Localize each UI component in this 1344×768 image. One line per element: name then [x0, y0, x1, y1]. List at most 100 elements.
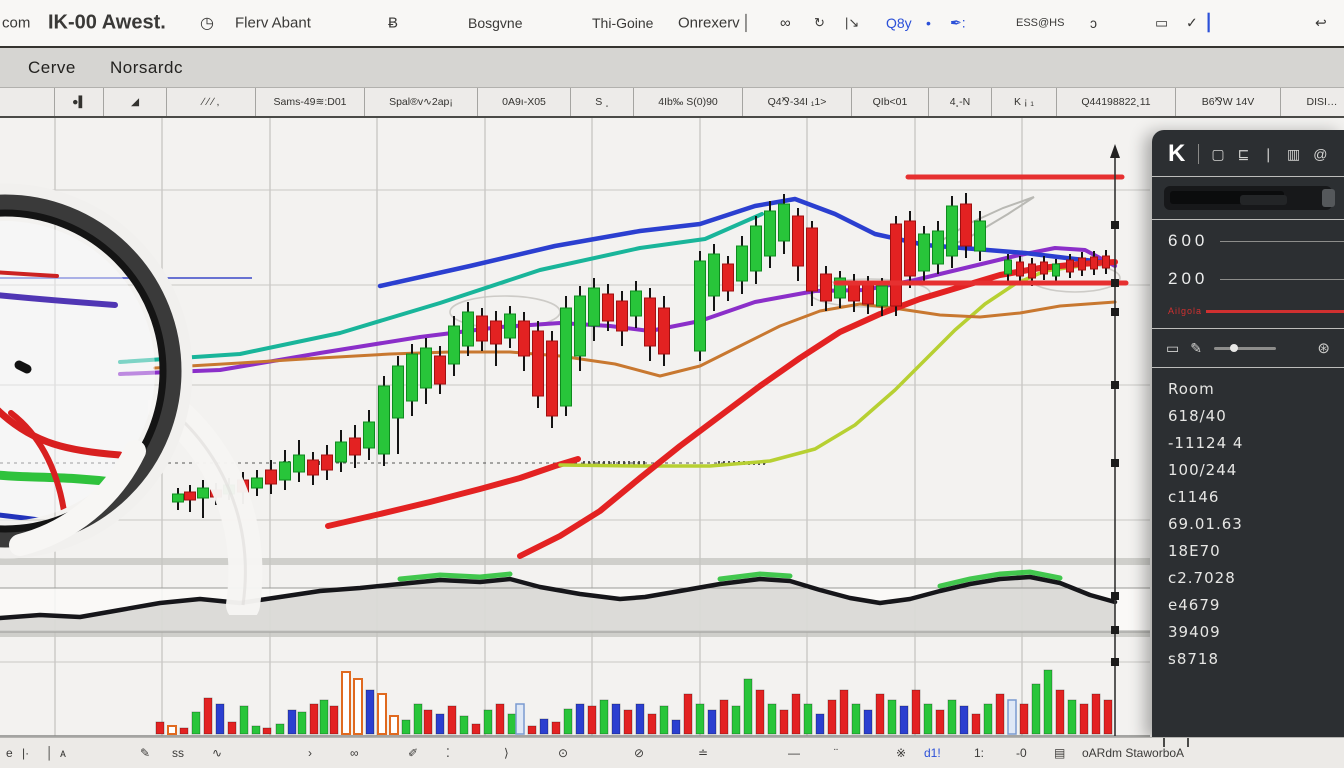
statusbar-item[interactable]: ≐ — [698, 746, 709, 760]
statusbar-item[interactable]: │ — [46, 746, 54, 760]
databar-cell — [0, 88, 55, 116]
divider: │ — [742, 14, 752, 32]
statusbar-item[interactable]: ᴀ — [60, 746, 66, 760]
divider — [1152, 328, 1344, 329]
range-slider[interactable] — [1164, 186, 1335, 210]
sidebar-value: 39409 — [1168, 623, 1221, 641]
tick-mark — [1187, 738, 1189, 747]
return-icon[interactable]: ↩ — [1315, 14, 1327, 31]
chart-icon[interactable]: ▥ — [1287, 145, 1301, 162]
scale-value: 600 — [1168, 231, 1209, 250]
menu-bosgvne[interactable]: Bosgvne — [468, 15, 523, 31]
databar-cell: 4Ib‰ S(0)90 — [634, 88, 743, 116]
alert-line — [1206, 309, 1344, 313]
statusbar-item[interactable]: ss — [172, 746, 184, 760]
square-icon[interactable]: ▢ — [1211, 145, 1225, 162]
statusbar-item[interactable]: 1: — [974, 746, 985, 760]
app-title: IK-00 Awest. — [48, 11, 166, 34]
watchlist-panel: K ▢ ⊑ ❘ ▥ @ 600 200 Ailgola ▭ ✎ ⊛ — [1152, 130, 1344, 737]
tray-icon[interactable]: ⊑ — [1237, 145, 1250, 162]
statusbar-item[interactable]: — — [788, 746, 800, 760]
databar-cell: ◢ — [104, 88, 167, 116]
statusbar-item[interactable]: ※ — [896, 746, 907, 760]
databar-cell: 0A9ı-X05 — [478, 88, 571, 116]
divider — [1152, 367, 1344, 368]
dot-icon[interactable]: • — [926, 15, 931, 31]
scale-value: 200 — [1168, 269, 1209, 288]
pen-icon[interactable]: ✎ — [1190, 339, 1202, 356]
databar-cell: K ¡ ₁ — [992, 88, 1057, 116]
statusbar-item[interactable]: ⊘ — [634, 746, 645, 760]
statusbar-item[interactable]: ∿ — [212, 746, 223, 760]
divider — [1152, 219, 1344, 220]
pen-icon[interactable]: ✒: — [950, 14, 966, 31]
slider-fill-2 — [1239, 195, 1287, 205]
statusbar-item[interactable]: ∞ — [350, 746, 359, 760]
trend-icon[interactable]: |↘ — [845, 15, 860, 30]
databar-cell: ∕ ∕ ∕ , — [167, 88, 256, 116]
databar-cell: QIb<01 — [852, 88, 929, 116]
price-chart[interactable] — [0, 118, 1150, 738]
infinity-icon[interactable]: ∞ — [780, 14, 791, 32]
clock-icon[interactable]: ◷ — [200, 15, 214, 32]
tab-cerve[interactable]: Cerve — [28, 57, 76, 77]
sidebar-tool-icons: ▭ ✎ — [1166, 340, 1202, 357]
sidebar-header-icons: ▢ ⊑ ❘ ▥ @ — [1211, 146, 1327, 163]
slider-knob[interactable] — [1322, 189, 1335, 207]
tab-bar: Cerve Norsardc — [0, 48, 1344, 88]
chart-area[interactable]: K ▢ ⊑ ❘ ▥ @ 600 200 Ailgola ▭ ✎ ⊛ — [0, 118, 1344, 738]
window-icon[interactable]: ▭ — [1155, 14, 1169, 31]
tool-q8y[interactable]: Q8y — [886, 15, 912, 31]
refresh-icon[interactable]: ↻ — [814, 15, 825, 30]
statusbar-item[interactable]: ▤ — [1054, 746, 1066, 760]
statusbar-item[interactable]: oARdm StaworboA — [1082, 746, 1185, 760]
databar-cell: Q4⅋-34I ₁1> — [743, 88, 852, 116]
statusbar-item[interactable]: ¨ — [834, 746, 838, 760]
scale-row: 200 — [1152, 260, 1344, 298]
divider — [1152, 176, 1344, 177]
statusbar-item[interactable]: ✎ — [140, 746, 151, 760]
statusbar-item[interactable]: ✐ — [408, 746, 419, 760]
sidebar-value: c2.7028 — [1168, 569, 1236, 587]
statusbar-item[interactable]: ⟩ — [504, 746, 509, 760]
databar-cell: B6⅋W 14V — [1176, 88, 1281, 116]
statusbar-item[interactable]: |· — [22, 746, 30, 760]
frame-icon[interactable]: ▭ — [1166, 339, 1180, 356]
statusbar-item[interactable]: d1! — [924, 746, 941, 760]
check-icon[interactable]: ✓ — [1186, 14, 1198, 31]
divider — [1198, 144, 1200, 164]
sidebar-value-list: Room 618/40 -11124 4 100/244 c1146 69.01.63 18… — [1152, 370, 1344, 677]
scale-rows: 600 200 — [1152, 222, 1344, 298]
sidebar-logo: K — [1168, 140, 1187, 167]
gear-icon[interactable]: ⊛ — [1317, 340, 1330, 357]
top-menu-bar: com IK-00 Awest. ◷ Flerv Abant Ƀ Bosgvne Thi-G… — [0, 0, 1344, 48]
alert-row: Ailgola — [1152, 298, 1344, 326]
at-icon[interactable]: @ — [1313, 145, 1328, 162]
sidebar-value: s8718 — [1168, 650, 1219, 668]
sidebar-value: 69.01.63 — [1168, 515, 1243, 533]
statusbar-item[interactable]: › — [308, 746, 312, 760]
databar-cell: 4¸-N — [929, 88, 992, 116]
menu-onrexerv[interactable]: Onrexerv — [678, 14, 740, 32]
tab-norsardc[interactable]: Norsardc — [110, 57, 183, 77]
statusbar-item[interactable]: e — [6, 746, 13, 760]
statusbar-item[interactable]: -0 — [1016, 746, 1027, 760]
sidebar-value: 618/40 — [1168, 407, 1227, 425]
mini-slider[interactable] — [1213, 343, 1276, 352]
databar-cell: DISI… — [1281, 88, 1344, 116]
menu-flerv-abant[interactable]: Flerv Abant — [235, 14, 311, 32]
mini-slider-handle[interactable] — [1230, 343, 1239, 352]
text-cursor: ▏ — [1208, 15, 1221, 32]
menu-b[interactable]: Ƀ — [388, 14, 399, 32]
databar-cell: Q44198822¸11 — [1057, 88, 1176, 116]
pin-icon[interactable]: ❘ — [1262, 145, 1275, 162]
undo-icon[interactable]: ɔ — [1090, 15, 1097, 31]
sidebar-value: e4679 — [1168, 596, 1221, 614]
statusbar-item[interactable]: ⊙ — [558, 746, 569, 760]
tick-mark — [1163, 738, 1165, 747]
sidebar-value: -11124 4 — [1168, 434, 1244, 452]
menu-thi-goine[interactable]: Thi-Goine — [592, 15, 654, 31]
sessions-button[interactable]: ESS@HS — [1016, 17, 1065, 29]
statusbar-item[interactable]: ⁚ — [446, 746, 450, 760]
